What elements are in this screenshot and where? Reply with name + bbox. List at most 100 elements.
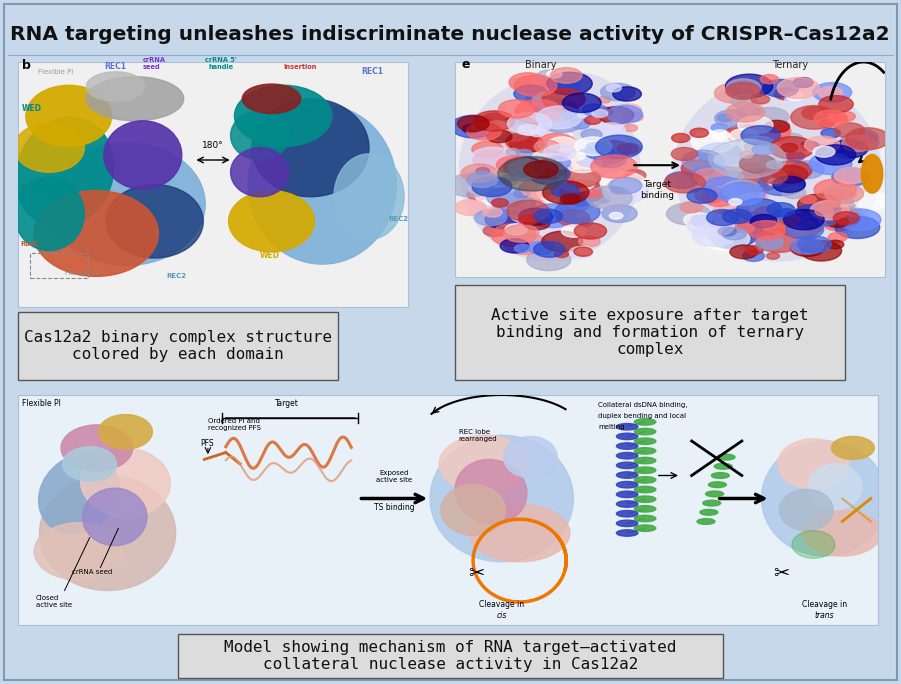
Circle shape [455,200,486,215]
Circle shape [714,168,758,189]
Text: REC lobe
rearranged: REC lobe rearranged [459,429,497,442]
Ellipse shape [717,454,735,460]
Circle shape [529,163,570,185]
Circle shape [726,219,753,233]
Circle shape [586,189,601,198]
Circle shape [487,130,512,143]
Circle shape [693,225,736,246]
Circle shape [720,183,765,205]
Circle shape [569,246,593,259]
Circle shape [827,217,849,227]
Bar [455,285,845,380]
Circle shape [834,123,865,138]
Circle shape [791,238,824,254]
Circle shape [529,204,576,228]
Circle shape [521,181,555,198]
Circle shape [492,123,513,133]
Circle shape [532,159,572,179]
Circle shape [600,172,646,195]
Text: crRNA
seed: crRNA seed [142,57,166,70]
Circle shape [458,116,489,131]
Text: b: b [22,60,31,73]
Ellipse shape [674,78,880,261]
Circle shape [514,189,530,198]
Circle shape [569,105,603,122]
Text: Target: Target [275,399,299,408]
Ellipse shape [83,488,147,546]
Circle shape [563,153,602,172]
Circle shape [818,87,842,99]
Circle shape [534,219,581,242]
Text: melting: melting [598,425,625,430]
Circle shape [538,133,576,153]
Text: WED: WED [22,104,42,113]
Ellipse shape [104,121,182,189]
Circle shape [687,188,717,203]
Circle shape [504,224,539,242]
Text: Closed
active site: Closed active site [36,594,72,607]
Ellipse shape [808,464,862,510]
Circle shape [821,129,841,138]
Text: Cas12a2 binary complex structure
colored by each domain: Cas12a2 binary complex structure colored… [24,330,332,363]
Circle shape [475,186,514,205]
Circle shape [606,105,642,123]
Circle shape [618,104,642,116]
Circle shape [585,116,601,124]
Circle shape [574,218,593,227]
Ellipse shape [634,486,656,492]
Circle shape [730,245,758,259]
Circle shape [498,157,567,191]
Ellipse shape [26,86,112,146]
Circle shape [829,114,846,122]
Circle shape [680,202,703,213]
Circle shape [742,250,764,261]
Circle shape [667,203,710,225]
Circle shape [585,145,614,159]
Ellipse shape [616,520,638,527]
Circle shape [773,210,791,220]
Circle shape [543,145,576,161]
Circle shape [504,233,547,254]
Circle shape [796,205,825,220]
Circle shape [761,213,802,234]
Ellipse shape [703,500,721,506]
Circle shape [594,141,632,159]
Bar [18,62,408,307]
Circle shape [719,170,743,183]
Circle shape [507,113,552,135]
Circle shape [609,177,642,194]
Ellipse shape [616,443,638,449]
Circle shape [515,99,562,122]
Circle shape [470,147,515,170]
Circle shape [756,228,803,252]
Circle shape [766,212,797,228]
Circle shape [751,215,777,228]
Circle shape [720,235,748,248]
Circle shape [664,172,705,193]
Ellipse shape [616,491,638,497]
Circle shape [487,122,524,141]
Circle shape [815,145,856,165]
Circle shape [547,185,561,192]
Circle shape [491,224,536,246]
Ellipse shape [712,473,729,478]
Circle shape [503,177,518,185]
Circle shape [467,172,497,187]
Circle shape [746,120,791,142]
Circle shape [506,200,550,222]
Circle shape [548,76,581,92]
Circle shape [767,202,795,217]
Ellipse shape [50,143,205,265]
Bar [455,62,885,277]
Circle shape [570,195,592,206]
Circle shape [801,141,819,150]
Circle shape [537,70,559,81]
Circle shape [751,94,769,104]
Circle shape [726,79,760,96]
Circle shape [741,126,780,145]
Bar [178,634,723,678]
Circle shape [611,187,624,194]
Circle shape [713,202,750,221]
Circle shape [476,168,489,174]
Circle shape [559,132,572,138]
